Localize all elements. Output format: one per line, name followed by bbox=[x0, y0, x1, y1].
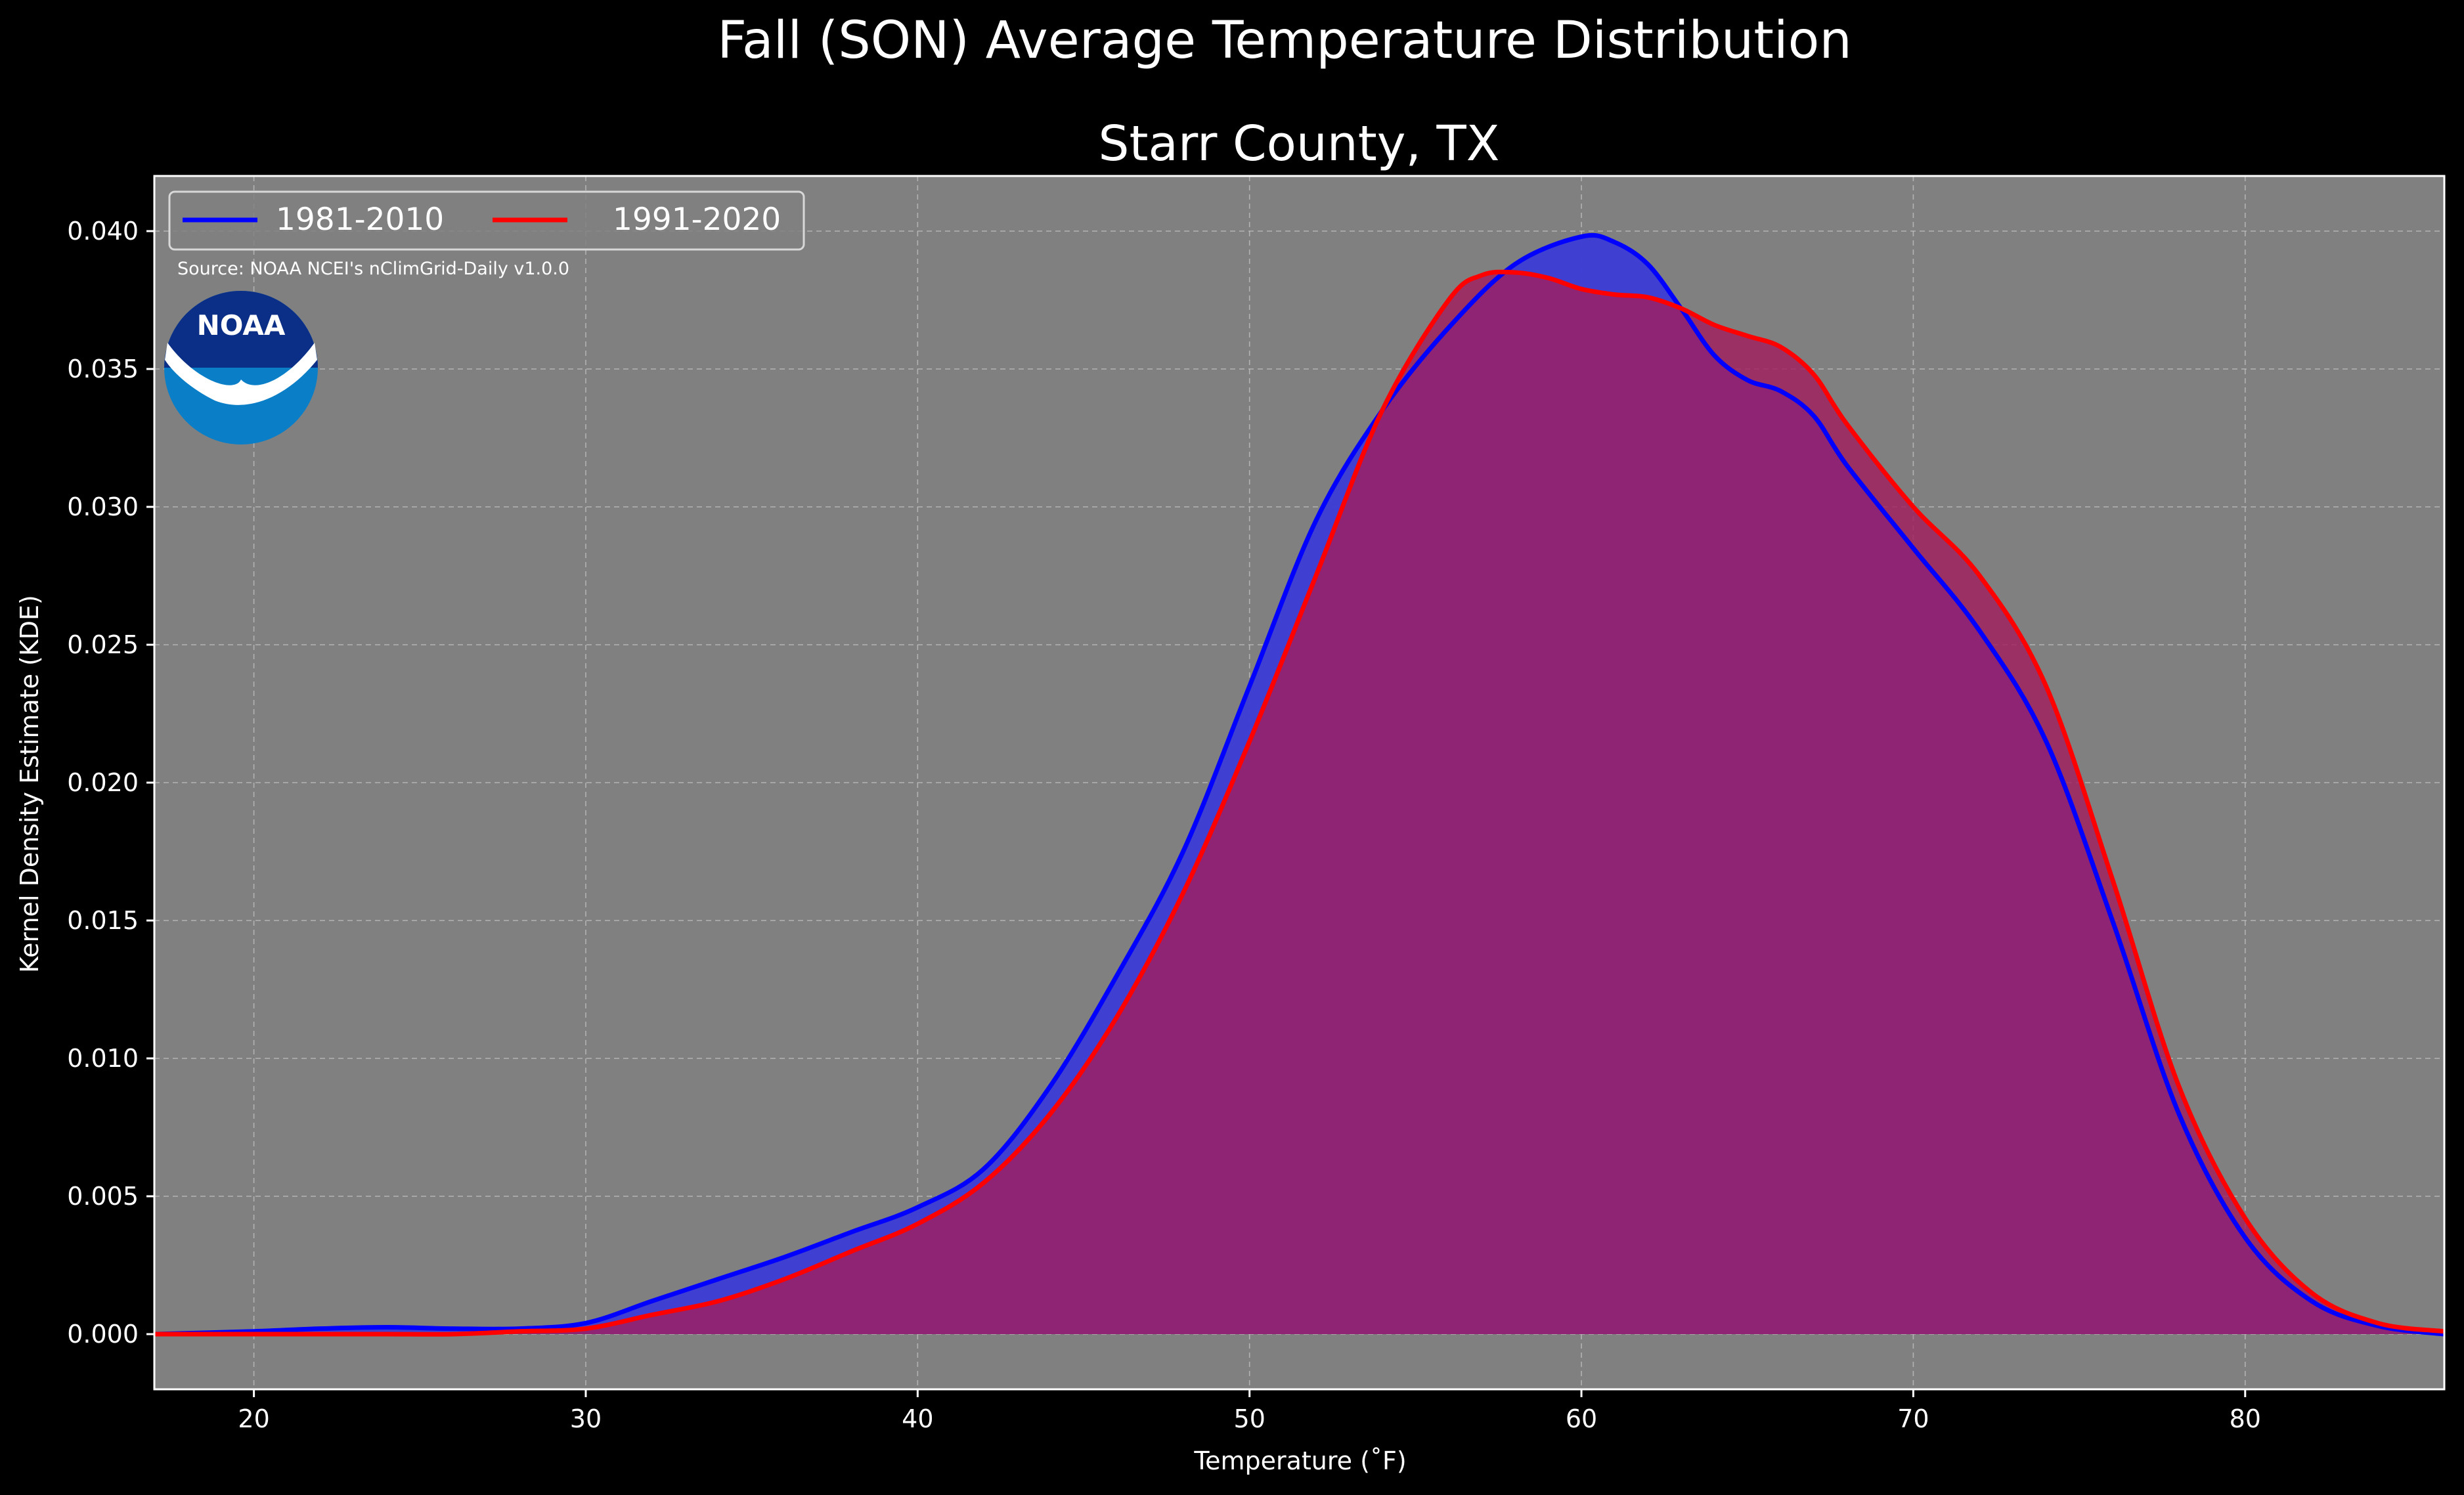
y-tick-label: 0.000 bbox=[67, 1320, 139, 1349]
legend: 1981-2010 1991-2020 bbox=[168, 190, 805, 251]
legend-box bbox=[168, 190, 805, 251]
x-axis-label: Temperature (˚F) bbox=[1193, 1446, 1406, 1475]
logo-upper bbox=[164, 291, 318, 368]
y-tick-label: 0.010 bbox=[67, 1044, 139, 1073]
x-tick-label: 80 bbox=[2230, 1404, 2261, 1433]
y-tick-label: 0.005 bbox=[67, 1182, 139, 1211]
y-axis: 0.000 0.005 0.010 0.015 0.020 0.025 0.030 0.035… bbox=[67, 217, 154, 1349]
x-tick-label: 60 bbox=[1566, 1404, 1597, 1433]
x-tick-label: 30 bbox=[570, 1404, 602, 1433]
legend-label: 1991-2020 bbox=[613, 202, 781, 238]
legend-label: 1981-2010 bbox=[276, 202, 444, 238]
series-lines bbox=[154, 232, 2445, 1337]
y-tick-label: 0.015 bbox=[67, 906, 139, 935]
x-axis: 20 30 40 50 60 70 80 bbox=[238, 1389, 2261, 1433]
series-fills bbox=[154, 235, 2444, 1335]
chart-subtitle: Starr County, TX bbox=[1099, 116, 1500, 172]
y-tick-label: 0.040 bbox=[67, 217, 139, 246]
series-line-1991-2020 bbox=[154, 269, 2445, 1337]
y-tick-label: 0.025 bbox=[67, 630, 139, 659]
chart-title: Fall (SON) Average Temperature Distribut… bbox=[717, 11, 1852, 70]
x-tick-label: 40 bbox=[902, 1404, 933, 1433]
logo-bird bbox=[165, 343, 317, 405]
x-tick-label: 20 bbox=[238, 1404, 269, 1433]
series-line-1981-2010 bbox=[154, 232, 2445, 1337]
logo-text: NOAA bbox=[197, 309, 286, 341]
y-tick-label: 0.020 bbox=[67, 768, 139, 797]
x-tick-label: 50 bbox=[1234, 1404, 1265, 1433]
y-tick-label: 0.035 bbox=[67, 355, 139, 383]
series-fill-1991-2020 bbox=[154, 272, 2444, 1335]
source-note: Source: NOAA NCEI's nClimGrid-Daily v1.0… bbox=[177, 259, 569, 279]
noaa-logo: NOAA bbox=[164, 291, 318, 444]
x-tick-label: 70 bbox=[1897, 1404, 1929, 1433]
y-tick-label: 0.030 bbox=[67, 492, 139, 521]
y-axis-label: Kernel Density Estimate (KDE) bbox=[15, 595, 44, 973]
